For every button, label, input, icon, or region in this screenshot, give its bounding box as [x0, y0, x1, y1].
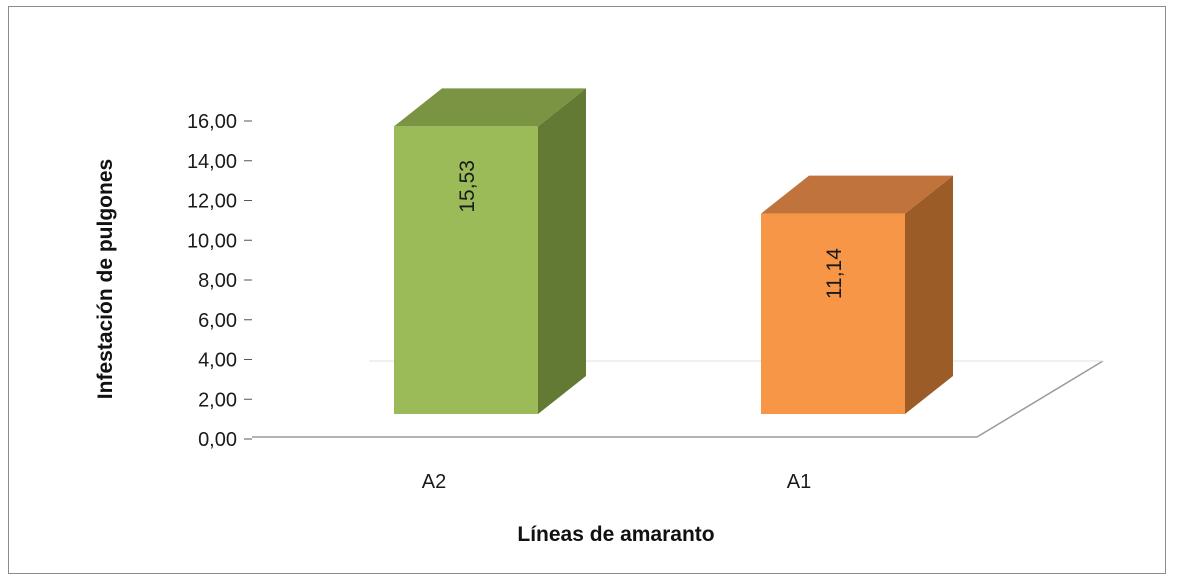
- bar-top-face: [394, 88, 586, 127]
- y-tick-label: 4,00: [198, 350, 237, 372]
- y-tick-label: 12,00: [187, 191, 237, 213]
- y-axis-title: Infestación de pulgones: [94, 159, 117, 399]
- bar-a2: 15,53: [394, 88, 586, 414]
- floor-side-edge: [976, 360, 1104, 438]
- bar-chart: 0,00 2,00 4,00 6,00 8,00 10,00 12,00 14,00 16,00…: [94, 88, 1104, 546]
- y-tick-label: 14,00: [187, 151, 237, 173]
- x-tick-label: A1: [787, 471, 811, 493]
- y-tick-label: 16,00: [187, 111, 237, 133]
- bar-side-face: [905, 175, 953, 414]
- x-axis-title: Líneas de amaranto: [517, 523, 714, 546]
- data-label: 11,14: [823, 248, 846, 299]
- bar-side-face: [538, 88, 586, 414]
- y-tick-label: 8,00: [198, 270, 237, 292]
- x-axis: A2 A1: [422, 471, 811, 493]
- data-label: 15,53: [456, 160, 479, 213]
- chart-frame: 0,00 2,00 4,00 6,00 8,00 10,00 12,00 14,00 16,00…: [8, 6, 1166, 574]
- chart-floor: [252, 360, 1104, 438]
- bar-a1: 11,14: [761, 175, 953, 414]
- bars: 15,53 11,14: [394, 88, 953, 414]
- bar-front-face: [761, 213, 905, 414]
- bar-front-face: [394, 126, 538, 414]
- bar-top-face: [761, 175, 953, 214]
- y-tick-label: 10,00: [187, 230, 237, 252]
- x-tick-label: A2: [422, 471, 446, 493]
- y-axis: 0,00 2,00 4,00 6,00 8,00 10,00 12,00 14,00 16,00: [187, 111, 252, 451]
- y-tick-label: 6,00: [198, 310, 237, 332]
- y-tick-label: 2,00: [198, 389, 237, 411]
- y-tick-label: 0,00: [198, 429, 237, 451]
